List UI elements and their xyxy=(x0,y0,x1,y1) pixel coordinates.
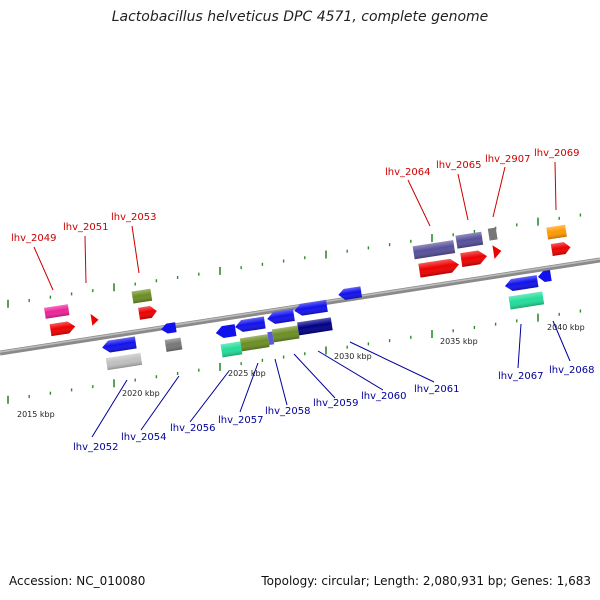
gene-feature[interactable] xyxy=(492,244,502,260)
forward-genes xyxy=(44,224,571,337)
scale-label-2025: 2025 kbp xyxy=(228,369,266,378)
gene-label-lhv-2049[interactable]: lhv_2049 xyxy=(11,233,56,244)
reverse-leader-lines xyxy=(91,320,571,438)
gene-feature[interactable] xyxy=(90,313,100,326)
gene-label-lhv-2067[interactable]: lhv_2067 xyxy=(498,371,543,382)
scale-label-2040: 2040 kbp xyxy=(547,323,585,332)
accession-text: Accession: NC_010080 xyxy=(9,574,146,588)
gene-feature[interactable] xyxy=(487,227,498,241)
gene-feature[interactable] xyxy=(537,269,552,283)
gene-label-lhv-2068[interactable]: lhv_2068 xyxy=(549,365,594,376)
gene-feature[interactable] xyxy=(215,324,237,339)
scale-label-2035: 2035 kbp xyxy=(440,337,478,346)
gene-label-lhv-2058[interactable]: lhv_2058 xyxy=(265,406,310,417)
forward-leader-lines xyxy=(33,161,557,291)
gene-label-lhv-2052[interactable]: lhv_2052 xyxy=(73,442,118,453)
gene-feature[interactable] xyxy=(267,331,275,346)
map-title: Lactobacillus helveticus DPC 4571, compl… xyxy=(111,9,489,25)
gene-label-lhv-2053[interactable]: lhv_2053 xyxy=(111,212,156,223)
reverse-genes xyxy=(102,269,552,371)
gene-label-lhv-2061[interactable]: lhv_2061 xyxy=(414,384,459,395)
gene-label-lhv-2065[interactable]: lhv_2065 xyxy=(436,160,481,171)
gene-label-lhv-2056[interactable]: lhv_2056 xyxy=(170,423,215,434)
gene-label-lhv-2069[interactable]: lhv_2069 xyxy=(534,148,579,159)
scale-label-2015: 2015 kbp xyxy=(17,410,55,419)
gene-label-lhv-2054[interactable]: lhv_2054 xyxy=(121,432,166,443)
genome-summary-text: Topology: circular; Length: 2,080,931 bp… xyxy=(261,574,591,588)
gene-label-lhv-2064[interactable]: lhv_2064 xyxy=(385,167,430,178)
gene-feature[interactable] xyxy=(160,322,177,334)
tick-row-forward xyxy=(7,213,582,308)
scale-label-2020: 2020 kbp xyxy=(122,389,160,398)
gene-label-lhv-2907[interactable]: lhv_2907 xyxy=(485,154,530,165)
gene-label-lhv-2059[interactable]: lhv_2059 xyxy=(313,398,358,409)
tick-row-reverse xyxy=(7,309,582,404)
gene-label-lhv-2051[interactable]: lhv_2051 xyxy=(63,222,108,233)
scale-label-2030: 2030 kbp xyxy=(334,352,372,361)
gene-label-lhv-2060[interactable]: lhv_2060 xyxy=(361,391,406,402)
gene-label-lhv-2057[interactable]: lhv_2057 xyxy=(218,415,263,426)
